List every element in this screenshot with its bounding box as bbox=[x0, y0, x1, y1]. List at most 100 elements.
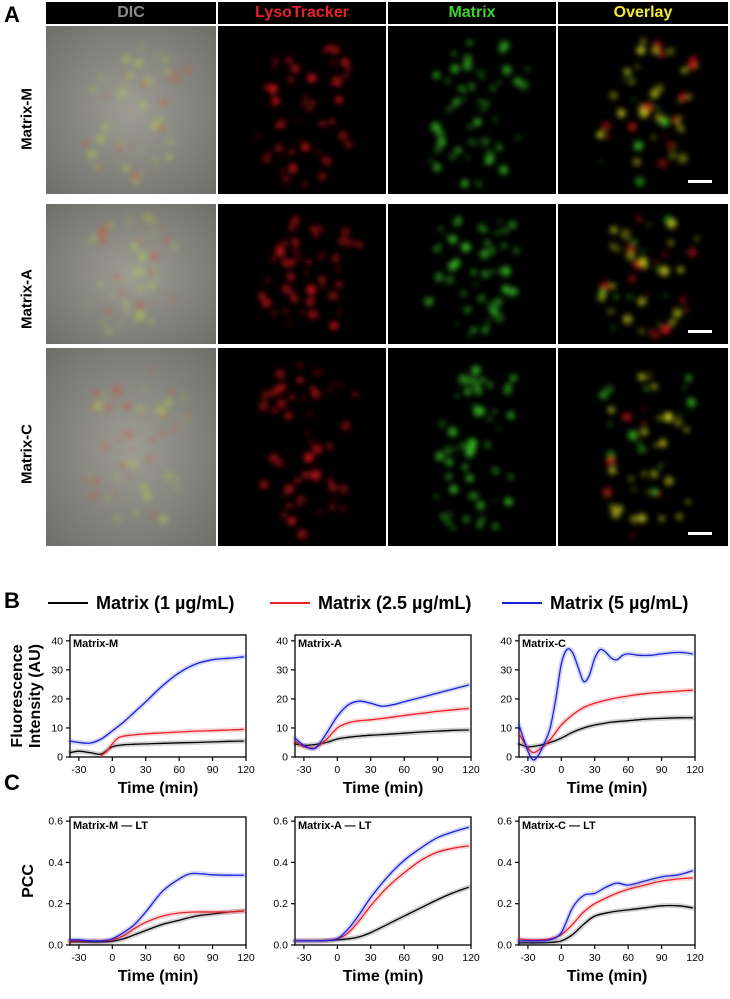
column-header-lysotracker: LysoTracker bbox=[218, 2, 386, 24]
x-tick-label: 0 bbox=[558, 952, 564, 964]
series-line bbox=[518, 689, 693, 754]
x-axis-label: Time (min) bbox=[567, 968, 648, 985]
y-axis-label-line2: Intensity (AU) bbox=[27, 644, 44, 748]
x-tick-label: 0 bbox=[109, 764, 115, 776]
chart-2: -30 0 30 60 90 120 0 10 20 30 40 Matrix-A Time (min) bbox=[276, 634, 480, 797]
y-tick-label: 10 bbox=[51, 722, 63, 734]
micro-tile-1-1 bbox=[218, 204, 386, 344]
y-tick-label: 0.6 bbox=[273, 816, 288, 828]
plot-frame bbox=[518, 816, 696, 946]
y-tick-label: 30 bbox=[276, 664, 288, 676]
series-line bbox=[294, 729, 469, 747]
x-tick-label: 0 bbox=[109, 952, 115, 964]
x-axis-label: Time (min) bbox=[118, 968, 199, 985]
x-tick-label: 30 bbox=[365, 764, 377, 776]
plot-frame bbox=[69, 816, 247, 946]
series-line bbox=[100, 728, 244, 757]
chart-title: Matrix-A bbox=[298, 638, 342, 650]
x-tick-label: -30 bbox=[296, 952, 311, 964]
y-tick-label: 20 bbox=[51, 693, 63, 705]
chart-title: Matrix-A — LT bbox=[298, 820, 372, 832]
panel-letter-b: B bbox=[4, 588, 20, 613]
y-tick-label: 10 bbox=[500, 722, 512, 734]
plot-frame bbox=[518, 634, 696, 758]
x-tick-label: 90 bbox=[432, 952, 444, 964]
x-tick-label: -30 bbox=[71, 952, 86, 964]
y-tick-label: 10 bbox=[276, 722, 288, 734]
series-error-band bbox=[516, 646, 696, 763]
series-line bbox=[518, 717, 693, 748]
x-tick-label: 30 bbox=[589, 764, 601, 776]
x-axis-label: Time (min) bbox=[118, 780, 199, 797]
x-tick-label: 120 bbox=[462, 952, 480, 964]
y-tick-label: 0 bbox=[57, 752, 63, 764]
panel-letter-c: C bbox=[4, 770, 20, 795]
y-tick-label: 0.2 bbox=[48, 898, 63, 910]
micro-tile-2-0 bbox=[46, 348, 216, 546]
panel-letter-a: A bbox=[4, 2, 20, 27]
x-axis-label: Time (min) bbox=[567, 780, 648, 797]
y-tick-label: 0.4 bbox=[48, 857, 63, 869]
x-tick-label: 90 bbox=[207, 952, 219, 964]
chart-5: -30 0 30 60 90 120 0.0 0.2 0.4 0.6 Matrix-A — LT Ti… bbox=[273, 816, 480, 985]
x-tick-label: 60 bbox=[173, 952, 185, 964]
y-tick-label: 0.2 bbox=[273, 898, 288, 910]
x-axis-label: Time (min) bbox=[343, 968, 424, 985]
series-line bbox=[518, 877, 693, 941]
x-tick-label: 90 bbox=[432, 764, 444, 776]
x-tick-label: -30 bbox=[71, 764, 86, 776]
y-tick-label: 30 bbox=[51, 664, 63, 676]
microscopy-image-grid bbox=[46, 26, 728, 546]
column-header-dic: DIC bbox=[46, 2, 216, 24]
x-tick-label: 120 bbox=[462, 764, 480, 776]
plot-frame bbox=[69, 634, 247, 758]
legend: Matrix (1 µg/mL) Matrix (2.5 µg/mL) Matr… bbox=[40, 588, 730, 618]
series-line bbox=[518, 648, 693, 761]
chart-title: Matrix-C — LT bbox=[522, 820, 596, 832]
series-error-band bbox=[67, 870, 247, 944]
legend-item-5ug: Matrix (5 µg/mL) bbox=[502, 588, 688, 618]
micro-tile-1-0 bbox=[46, 204, 216, 344]
series-line bbox=[69, 910, 244, 943]
y-tick-label: 0.0 bbox=[48, 940, 63, 952]
series-line bbox=[69, 740, 244, 756]
y-tick-label: 30 bbox=[500, 664, 512, 676]
plot-frame bbox=[294, 634, 472, 758]
column-header-matrix: Matrix bbox=[388, 2, 556, 24]
legend-line bbox=[48, 602, 88, 604]
x-tick-label: 60 bbox=[173, 764, 185, 776]
y-tick-label: 0.6 bbox=[497, 816, 512, 828]
micro-tile-2-2 bbox=[388, 348, 556, 546]
x-axis-label: Time (min) bbox=[343, 780, 424, 797]
y-tick-label: 0.2 bbox=[497, 898, 512, 910]
y-tick-label: 40 bbox=[51, 635, 63, 647]
x-tick-label: 0 bbox=[334, 952, 340, 964]
legend-label: Matrix (5 µg/mL) bbox=[550, 592, 689, 613]
legend-item-1ug: Matrix (1 µg/mL) bbox=[48, 588, 234, 618]
x-tick-label: 120 bbox=[686, 764, 704, 776]
legend-item-2-5ug: Matrix (2.5 µg/mL) bbox=[270, 588, 471, 618]
series-line bbox=[294, 684, 469, 750]
y-axis-label: PCC bbox=[20, 864, 37, 898]
chart-title: Matrix-C bbox=[522, 638, 566, 650]
y-tick-label: 20 bbox=[500, 693, 512, 705]
micro-tile-0-3 bbox=[558, 26, 728, 194]
chart-6: -30 0 30 60 90 120 0.0 0.2 0.4 0.6 Matrix-C — LT Ti… bbox=[497, 816, 704, 985]
series-line bbox=[295, 826, 469, 942]
x-tick-label: 90 bbox=[207, 764, 219, 776]
x-tick-label: -30 bbox=[520, 764, 535, 776]
series-line bbox=[518, 904, 693, 944]
x-tick-label: 60 bbox=[398, 764, 410, 776]
micro-tile-2-1 bbox=[218, 348, 386, 546]
x-tick-label: 120 bbox=[237, 764, 255, 776]
y-tick-label: 20 bbox=[276, 693, 288, 705]
y-tick-label: 40 bbox=[276, 635, 288, 647]
y-tick-label: 0.0 bbox=[273, 940, 288, 952]
micro-tile-1-2 bbox=[388, 204, 556, 344]
x-tick-label: 120 bbox=[686, 952, 704, 964]
micro-tile-0-1 bbox=[218, 26, 386, 194]
x-tick-label: 30 bbox=[365, 952, 377, 964]
micro-tile-1-3 bbox=[558, 204, 728, 344]
legend-label: Matrix (1 µg/mL) bbox=[96, 592, 235, 613]
x-tick-label: 60 bbox=[622, 952, 634, 964]
